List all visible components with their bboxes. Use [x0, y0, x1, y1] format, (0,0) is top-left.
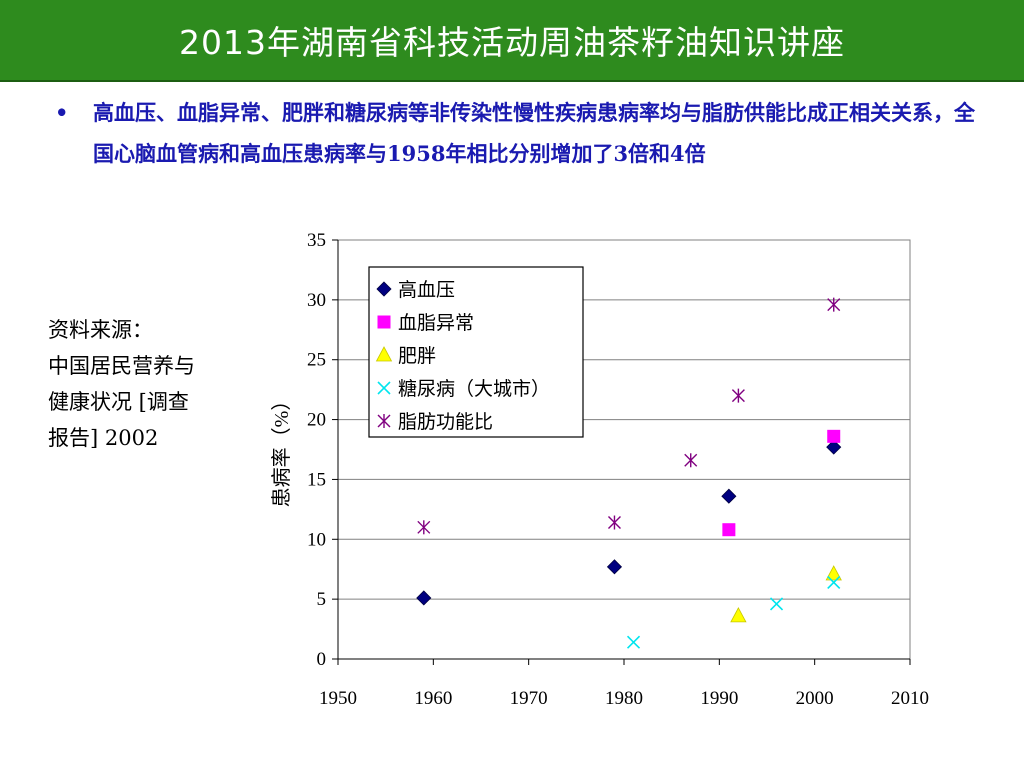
y-tick-label: 35: [307, 230, 326, 251]
bullet-marker: •: [55, 100, 69, 125]
x-tick-label: 1980: [605, 688, 643, 709]
x-tick-label: 1990: [700, 688, 738, 709]
y-tick-label: 10: [307, 529, 326, 550]
data-point: [827, 429, 841, 443]
y-tick-label: 30: [307, 290, 326, 311]
y-tick-label: 0: [317, 649, 327, 670]
scatter-chart: 0 5 10 15 20 25 30 35 1950 1960 1970 1980 1990 2000 20…: [270, 230, 929, 709]
x-tick-label: 2010: [891, 688, 929, 709]
data-point: [607, 515, 621, 530]
data-points: [416, 297, 842, 649]
legend-box: [368, 266, 584, 438]
bullet-text: 高血压、血脂异常、肥胖和糖尿病等非传染性慢性疾病患病率均与脂肪供能比成正相关关系…: [93, 100, 975, 166]
x-tick-label: 1970: [510, 688, 548, 709]
slide-title: 2013年湖南省科技活动周油茶籽油知识讲座: [179, 23, 845, 62]
source-label: 资料来源：: [48, 318, 153, 342]
legend-marker: [376, 281, 392, 297]
legend-marker: [375, 346, 393, 362]
y-tick-label: 15: [307, 469, 326, 490]
data-point: [417, 520, 431, 535]
y-tick-label: 5: [317, 589, 327, 610]
legend-label: 肥胖: [398, 345, 436, 367]
y-axis-label: 患病率（%）: [270, 391, 293, 508]
data-point: [626, 635, 641, 649]
x-tick-label: 1960: [414, 688, 452, 709]
y-tick-label: 20: [307, 410, 326, 431]
legend-label: 血脂异常: [398, 312, 474, 334]
data-point: [769, 597, 784, 611]
data-point: [722, 523, 736, 537]
data-point: [827, 575, 841, 589]
axes: 0 5 10 15 20 25 30 35 1950 1960 1970 1980 1990 2000 20…: [307, 230, 929, 709]
data-point: [416, 590, 432, 606]
data-point: [606, 559, 623, 575]
legend-marker: [377, 315, 391, 329]
legend-label: 高血压: [398, 279, 455, 301]
data-point: [825, 565, 842, 581]
legend-label: 脂肪功能比: [398, 411, 493, 433]
x-tick-label: 2000: [796, 688, 834, 709]
source-note: 资料来源： 中国居民营养与健康状况 [调查报告] 2002: [48, 312, 198, 456]
legend-marker: [377, 414, 391, 428]
data-point: [730, 607, 747, 623]
legend-marker: [377, 381, 391, 395]
data-point: [827, 297, 841, 312]
data-point: [684, 453, 698, 468]
title-bar: 2013年湖南省科技活动周油茶籽油知识讲座: [0, 0, 1024, 82]
data-point: [721, 488, 737, 504]
y-tick-label: 25: [307, 350, 326, 371]
data-point: [826, 439, 842, 455]
data-point: [731, 388, 745, 403]
source-text: 中国居民营养与健康状况 [调查报告] 2002: [48, 354, 195, 450]
x-tick-label: 1950: [319, 688, 357, 709]
legend-label: 糖尿病（大城市）: [398, 378, 550, 400]
